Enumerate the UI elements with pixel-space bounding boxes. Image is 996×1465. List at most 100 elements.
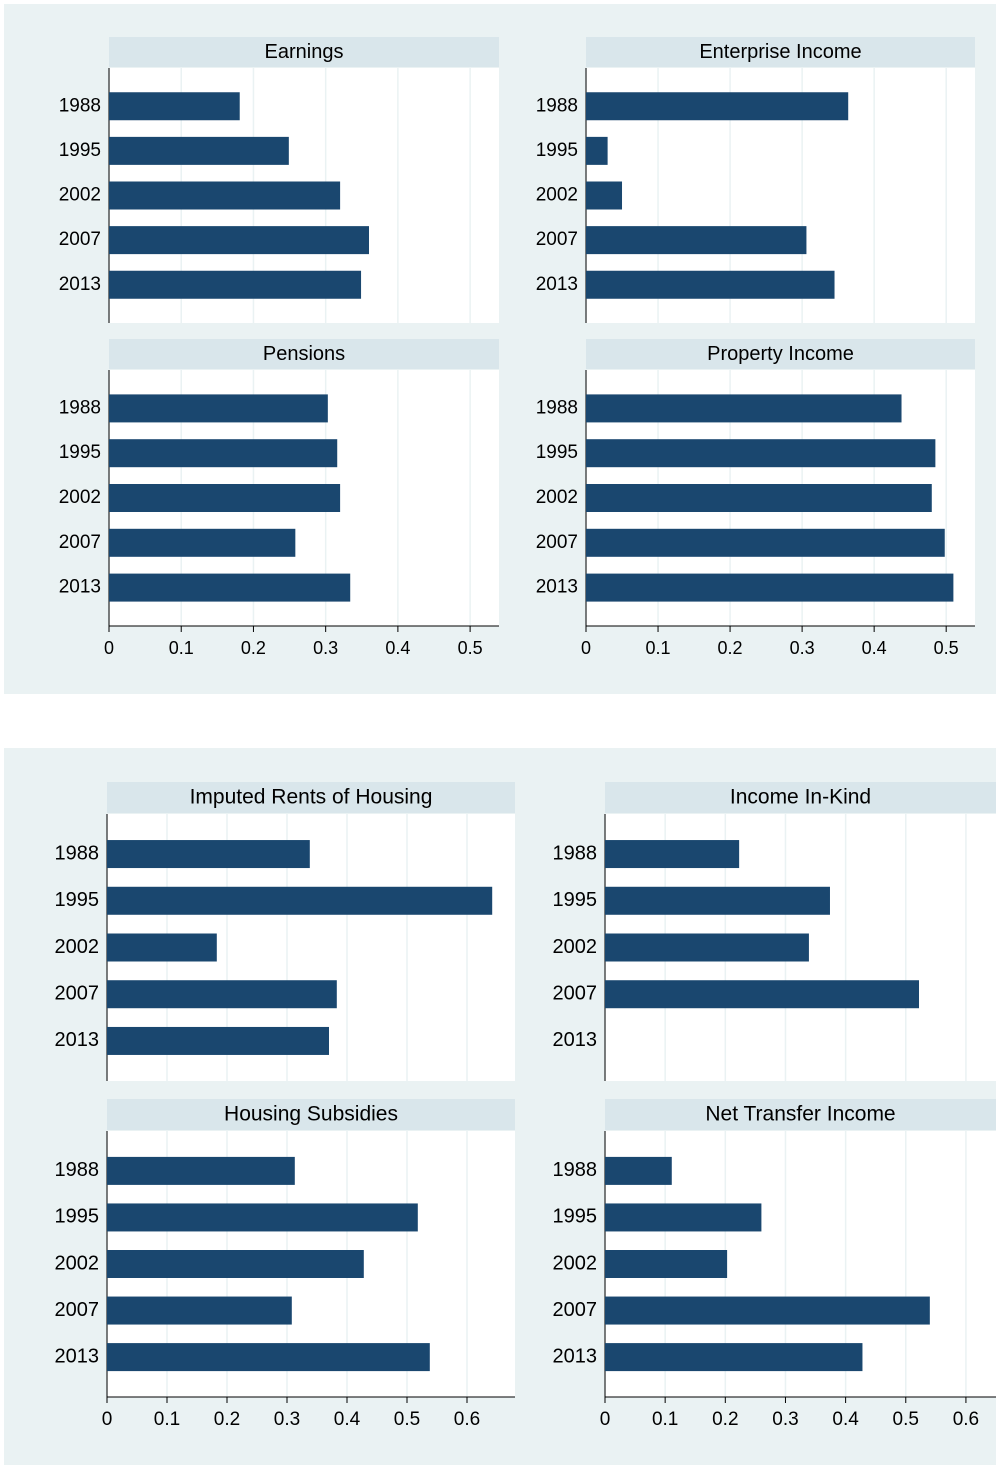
bar <box>605 840 740 869</box>
y-tick-label: 1995 <box>55 889 100 911</box>
bar <box>605 980 920 1009</box>
y-tick-label: 2007 <box>59 229 101 250</box>
panel-header <box>107 1099 515 1130</box>
bar <box>109 136 289 165</box>
bar <box>109 528 296 557</box>
bar <box>107 933 217 962</box>
y-tick-label: 1988 <box>55 842 100 864</box>
panel-header <box>109 37 499 67</box>
bar <box>107 980 337 1009</box>
x-tick-label: 0.3 <box>790 638 815 658</box>
bar <box>605 933 809 962</box>
y-tick-label: 2007 <box>536 229 578 250</box>
panel-header <box>605 1099 996 1130</box>
bar <box>586 226 807 255</box>
bar <box>605 886 830 915</box>
bar <box>586 484 932 512</box>
y-tick-label: 1988 <box>536 95 578 116</box>
y-tick-label: 1995 <box>55 1206 100 1228</box>
y-tick-label: 2007 <box>553 983 598 1005</box>
x-tick-label: 0.4 <box>385 638 410 658</box>
y-tick-label: 2013 <box>553 1345 598 1367</box>
x-tick-label: 0.2 <box>214 1409 240 1430</box>
bar <box>586 394 902 423</box>
y-tick-label: 1988 <box>59 397 101 418</box>
x-tick-label: 0.1 <box>169 638 194 658</box>
x-tick-label: 0.2 <box>712 1409 738 1430</box>
bar <box>107 1296 292 1325</box>
panel-header <box>109 339 499 369</box>
y-tick-label: 2002 <box>553 1252 598 1274</box>
y-tick-label: 1995 <box>536 140 578 161</box>
y-tick-label: 2007 <box>553 1299 598 1321</box>
x-tick-label: 0.2 <box>718 638 743 658</box>
bar <box>109 92 240 121</box>
y-tick-label: 1995 <box>59 140 101 161</box>
x-tick-label: 0 <box>600 1409 611 1430</box>
x-tick-label: 0.1 <box>154 1409 180 1430</box>
bar <box>586 528 945 557</box>
bar <box>109 439 338 468</box>
bar <box>107 1203 418 1232</box>
bar <box>586 181 623 210</box>
panel-title: Housing Subsidies <box>224 1103 398 1126</box>
bar <box>107 1343 430 1372</box>
y-tick-label: 2007 <box>55 983 100 1005</box>
y-tick-label: 2013 <box>59 274 101 295</box>
y-tick-label: 2002 <box>59 487 101 508</box>
panel-header <box>107 782 515 813</box>
x-tick-label: 0 <box>104 638 114 658</box>
y-tick-label: 1988 <box>536 397 578 418</box>
bar <box>107 1250 364 1278</box>
bar <box>605 1250 728 1278</box>
y-tick-label: 1995 <box>536 442 578 463</box>
y-tick-label: 2013 <box>59 577 101 598</box>
y-tick-label: 2002 <box>55 936 100 958</box>
bar <box>109 573 351 602</box>
x-tick-label: 0.2 <box>241 638 266 658</box>
x-tick-label: 0.6 <box>953 1409 979 1430</box>
bar <box>605 1296 930 1325</box>
x-tick-label: 0.4 <box>832 1409 859 1430</box>
panel-title: Pensions <box>263 343 345 365</box>
x-tick-label: 0.4 <box>334 1409 361 1430</box>
bar <box>605 1156 672 1185</box>
bar <box>107 840 310 869</box>
y-tick-label: 2013 <box>55 1029 100 1051</box>
y-tick-label: 2013 <box>553 1029 598 1051</box>
y-tick-label: 2013 <box>55 1345 100 1367</box>
bar <box>107 886 493 915</box>
y-tick-label: 1988 <box>55 1159 100 1181</box>
panel-title: Property Income <box>707 343 854 365</box>
y-tick-label: 2002 <box>536 185 578 206</box>
panel-title: Net Transfer Income <box>705 1103 895 1126</box>
y-tick-label: 2002 <box>536 487 578 508</box>
x-tick-label: 0.5 <box>394 1409 420 1430</box>
x-tick-label: 0.5 <box>893 1409 919 1430</box>
y-tick-label: 2007 <box>59 532 101 553</box>
panel-header <box>605 782 996 813</box>
x-tick-label: 0.3 <box>313 638 338 658</box>
panel-header <box>586 37 975 67</box>
panel-title: Imputed Rents of Housing <box>190 786 433 809</box>
x-tick-label: 0 <box>581 638 591 658</box>
bar <box>586 439 936 468</box>
bar <box>109 181 341 210</box>
y-tick-label: 1995 <box>59 442 101 463</box>
y-tick-label: 2002 <box>59 185 101 206</box>
y-tick-label: 1988 <box>553 842 598 864</box>
bar <box>586 136 608 165</box>
bar <box>109 394 328 423</box>
bar <box>605 1343 863 1372</box>
bar <box>586 92 849 121</box>
bar <box>109 226 369 255</box>
x-tick-label: 0.3 <box>274 1409 300 1430</box>
y-tick-label: 1995 <box>553 889 598 911</box>
x-tick-label: 0 <box>102 1409 113 1430</box>
panel-header <box>586 339 975 369</box>
bar <box>109 270 362 299</box>
panel-title: Enterprise Income <box>699 41 861 63</box>
x-tick-label: 0.1 <box>652 1409 678 1430</box>
panel-title: Income In-Kind <box>730 786 871 809</box>
